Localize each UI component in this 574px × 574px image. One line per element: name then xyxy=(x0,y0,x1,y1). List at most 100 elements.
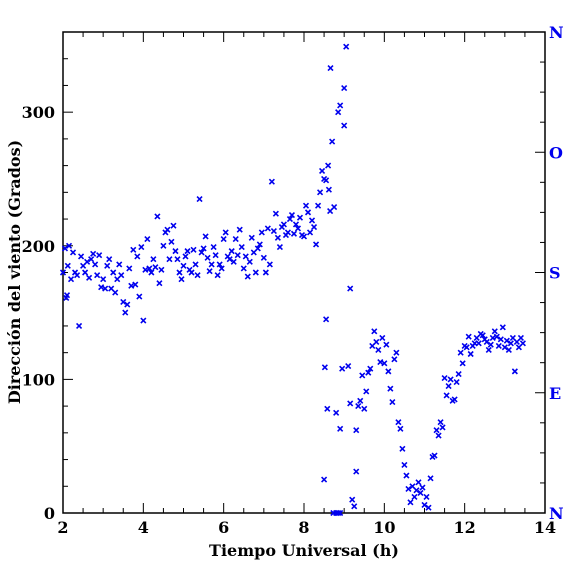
data-point xyxy=(126,265,133,272)
data-point xyxy=(226,256,233,263)
data-point xyxy=(445,383,452,390)
x-tick-label: 12 xyxy=(454,518,476,537)
data-point xyxy=(76,322,83,330)
data-point xyxy=(158,266,165,273)
data-point xyxy=(312,241,320,248)
data-point xyxy=(403,472,410,479)
data-point xyxy=(92,261,99,268)
data-point xyxy=(246,258,253,265)
data-point xyxy=(232,236,239,243)
data-point xyxy=(300,233,308,240)
data-point xyxy=(180,262,187,269)
data-point xyxy=(88,256,95,263)
data-point xyxy=(248,234,255,241)
data-point xyxy=(321,476,328,483)
data-point xyxy=(200,245,207,252)
data-point xyxy=(208,261,215,268)
data-point xyxy=(375,346,382,354)
data-point xyxy=(323,316,330,323)
data-point xyxy=(333,409,340,416)
data-point xyxy=(391,356,398,363)
data-point xyxy=(483,338,490,346)
data-point xyxy=(132,281,139,288)
data-point xyxy=(216,261,223,268)
data-point xyxy=(451,396,458,403)
data-point xyxy=(465,333,472,340)
data-point xyxy=(365,369,372,376)
data-point xyxy=(306,229,314,236)
data-point xyxy=(493,333,500,340)
data-point xyxy=(156,280,163,287)
data-point xyxy=(164,226,171,233)
data-point xyxy=(377,358,384,366)
data-point xyxy=(220,236,227,243)
data-point xyxy=(419,484,426,491)
data-point xyxy=(140,317,147,324)
y-tick-label: 0 xyxy=(44,504,55,523)
data-point xyxy=(136,293,143,300)
data-point xyxy=(228,248,235,255)
data-point xyxy=(327,207,334,215)
data-point xyxy=(325,162,332,169)
data-point xyxy=(371,328,378,335)
data-point xyxy=(94,272,101,279)
data-point xyxy=(84,258,91,265)
data-point xyxy=(100,276,107,283)
data-point xyxy=(373,338,380,346)
data-point xyxy=(349,496,356,503)
data-point xyxy=(413,487,420,494)
data-point xyxy=(102,285,109,292)
data-point xyxy=(387,385,394,392)
data-point xyxy=(166,256,173,263)
data-point xyxy=(314,202,322,209)
data-point xyxy=(435,432,442,439)
data-point xyxy=(104,262,111,269)
plot-border xyxy=(62,31,546,514)
data-point xyxy=(292,221,300,228)
data-point xyxy=(152,264,159,271)
data-point xyxy=(160,242,167,249)
data-point xyxy=(467,350,474,358)
data-point xyxy=(154,213,161,220)
data-point xyxy=(505,346,512,354)
data-point xyxy=(345,362,352,370)
data-point xyxy=(98,284,105,291)
data-point xyxy=(335,109,342,116)
data-point xyxy=(347,400,354,407)
data-point xyxy=(210,244,217,251)
data-point xyxy=(196,195,203,203)
data-point xyxy=(341,122,348,129)
data-point xyxy=(176,269,183,276)
data-point xyxy=(150,256,157,263)
data-point xyxy=(65,242,73,249)
data-point xyxy=(302,202,310,209)
data-point xyxy=(64,262,71,269)
data-point xyxy=(276,244,283,251)
x-tick-label: 14 xyxy=(534,518,556,537)
data-point xyxy=(417,489,424,497)
data-point xyxy=(268,178,275,185)
data-point xyxy=(280,221,287,228)
data-point xyxy=(230,258,237,265)
x-tick-label: 8 xyxy=(298,518,309,537)
data-point xyxy=(327,65,334,72)
data-point xyxy=(86,274,93,281)
data-point xyxy=(421,501,428,509)
data-point xyxy=(355,403,362,410)
data-point xyxy=(174,256,181,263)
data-point xyxy=(383,341,390,348)
data-point xyxy=(497,336,504,343)
data-point xyxy=(202,233,209,240)
data-point xyxy=(206,268,213,275)
data-point xyxy=(73,272,81,279)
compass-label: O xyxy=(549,143,563,162)
data-point xyxy=(433,427,440,434)
data-point xyxy=(90,250,97,257)
data-point xyxy=(463,344,470,351)
data-point xyxy=(218,265,225,272)
data-point xyxy=(381,360,388,367)
data-point xyxy=(304,209,312,216)
data-point xyxy=(367,365,374,372)
data-point xyxy=(395,419,402,426)
data-point xyxy=(319,167,326,175)
